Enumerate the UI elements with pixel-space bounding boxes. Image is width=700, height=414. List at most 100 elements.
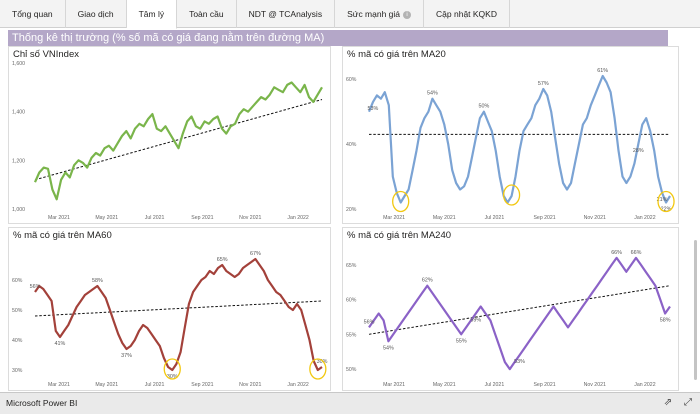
data-label: 54%: [383, 345, 394, 351]
data-label: 50%: [478, 104, 489, 110]
ma240-chart-panel[interactable]: % mã có giá trên MA240 50% 55% 60% 65% Mar 2…: [342, 227, 679, 391]
y-tick-label: 65%: [346, 263, 357, 269]
fullscreen-icon[interactable]: ⤢: [684, 397, 692, 408]
tab-6[interactable]: Cập nhật KQKD: [424, 0, 510, 28]
x-tick-label: Sep 2021: [191, 215, 213, 221]
data-label: 30%: [317, 359, 328, 365]
y-tick-label: 1,400: [12, 110, 25, 116]
chart-title: % mã có giá trên MA20: [347, 49, 446, 60]
data-label: 67%: [250, 251, 261, 257]
x-tick-label: May 2021: [433, 215, 456, 221]
y-tick-label: 1,200: [12, 158, 25, 164]
x-tick-label: Mar 2021: [383, 215, 405, 221]
series-line: [33, 81, 323, 201]
tab-0[interactable]: Tổng quan: [0, 0, 66, 28]
report-tab-bar: Tổng quan Giao dịch Tâm lý Toàn cầu NDT @ TC…: [0, 0, 700, 29]
data-label: 30%: [167, 374, 178, 380]
y-tick-label: 20%: [346, 207, 357, 213]
data-label: 37%: [121, 353, 132, 359]
chart-svg: 20% 40% 60% Mar 2021 May 2021 Jul 2021 Sep 202…: [346, 68, 675, 221]
x-tick-label: Mar 2021: [48, 215, 70, 221]
x-tick-label: Mar 2021: [383, 382, 405, 388]
x-tick-label: Jan 2022: [287, 382, 308, 388]
x-tick-label: Nov 2021: [239, 382, 261, 388]
trend-line: [34, 300, 323, 317]
x-tick-label: May 2021: [433, 382, 456, 388]
x-tick-label: Nov 2021: [584, 382, 606, 388]
x-tick-label: May 2021: [95, 382, 118, 388]
data-label: 66%: [631, 250, 642, 256]
data-label: 22%: [661, 207, 672, 213]
data-label: 66%: [611, 250, 622, 256]
x-tick-label: Nov 2021: [239, 215, 261, 221]
chart-svg: 50% 55% 60% 65% Mar 2021 May 2021 Jul 2021 Sep …: [346, 250, 671, 388]
data-label: 28%: [633, 148, 644, 154]
powerbi-brand-label: Microsoft Power BI: [6, 398, 78, 408]
share-icon[interactable]: ⇗: [663, 397, 673, 408]
trend-line: [34, 99, 323, 181]
y-tick-label: 55%: [346, 332, 357, 338]
y-tick-label: 50%: [346, 367, 357, 373]
section-banner: Thống kê thị trường (% số mã có giá đang…: [8, 30, 668, 46]
ma60-chart-panel[interactable]: % mã có giá trên MA60 30% 40% 50% 60% Mar 20…: [8, 227, 331, 391]
x-tick-label: Jul 2021: [485, 382, 505, 388]
y-tick-label: 30%: [12, 368, 23, 374]
highlight-circle: [309, 358, 327, 380]
series-line: [34, 257, 323, 372]
tab-label: Tổng quan: [12, 9, 53, 19]
data-label: 41%: [55, 341, 66, 347]
y-tick-label: 1,600: [12, 61, 25, 67]
tab-4[interactable]: NDT @ TCAnalysis: [237, 0, 336, 28]
x-tick-label: Mar 2021: [48, 382, 70, 388]
vnindex-chart-panel[interactable]: Chỉ số VNIndex 1,000 1,200 1,400 1,600 Mar 2…: [8, 46, 331, 224]
data-label: 54%: [427, 91, 438, 97]
data-label: 59%: [470, 317, 481, 323]
chart-title: % mã có giá trên MA60: [13, 230, 112, 241]
highlight-circle: [163, 358, 181, 380]
chart-svg: 1,000 1,200 1,400 1,600 Mar 2021 May 2021 Jul …: [12, 61, 323, 221]
tab-label: Sức mạnh giá: [347, 9, 401, 19]
highlight-circle: [502, 184, 521, 206]
y-tick-label: 40%: [12, 338, 23, 344]
data-label: 53%: [368, 106, 379, 112]
report-canvas: Thống kê thị trường (% số mã có giá đang…: [0, 29, 700, 392]
vertical-scrollbar[interactable]: [694, 240, 697, 380]
x-tick-label: Jan 2022: [634, 382, 655, 388]
y-tick-label: 60%: [346, 298, 357, 304]
tab-1[interactable]: Giao dịch: [66, 0, 127, 28]
x-tick-label: May 2021: [95, 215, 118, 221]
x-tick-label: Jul 2021: [145, 382, 165, 388]
x-tick-label: Sep 2021: [533, 382, 555, 388]
tab-label: Cập nhật KQKD: [436, 9, 497, 19]
data-label: 53%: [514, 359, 525, 365]
tab-label: Giao dịch: [77, 9, 114, 19]
y-tick-label: 60%: [12, 278, 23, 284]
y-tick-label: 60%: [346, 77, 357, 83]
y-tick-label: 1,000: [12, 207, 25, 213]
series-line: [367, 74, 671, 204]
chart-svg: 30% 40% 50% 60% Mar 2021 May 2021 Jul 2021 Sep …: [12, 251, 328, 388]
y-tick-label: 50%: [12, 308, 23, 314]
tab-2[interactable]: Tâm lý: [126, 0, 178, 29]
tab-5[interactable]: Sức mạnh giá i: [335, 0, 425, 28]
ma20-chart-panel[interactable]: % mã có giá trên MA20 20% 40% 60% Mar 2021 M…: [342, 46, 679, 224]
x-tick-label: Sep 2021: [533, 215, 555, 221]
tab-3[interactable]: Toàn cầu: [177, 0, 237, 28]
highlight-circle: [392, 190, 410, 213]
y-tick-label: 40%: [346, 142, 357, 148]
series-line: [368, 256, 671, 371]
data-label: 55%: [456, 338, 467, 344]
data-label: 56%: [30, 284, 41, 290]
tab-label: Toàn cầu: [189, 9, 224, 19]
tab-label: Tâm lý: [138, 9, 165, 19]
data-label: 65%: [217, 257, 228, 263]
x-tick-label: Jul 2021: [145, 215, 165, 221]
highlight-circle: [657, 190, 675, 213]
info-icon[interactable]: i: [403, 11, 412, 19]
data-label: 58%: [660, 317, 671, 323]
data-label: 58%: [92, 278, 103, 284]
data-label: 62%: [422, 278, 433, 284]
data-label: 21%: [657, 197, 668, 203]
x-tick-label: Jan 2022: [634, 215, 655, 221]
powerbi-footer: Microsoft Power BI ⇗ ⤢: [0, 392, 700, 414]
